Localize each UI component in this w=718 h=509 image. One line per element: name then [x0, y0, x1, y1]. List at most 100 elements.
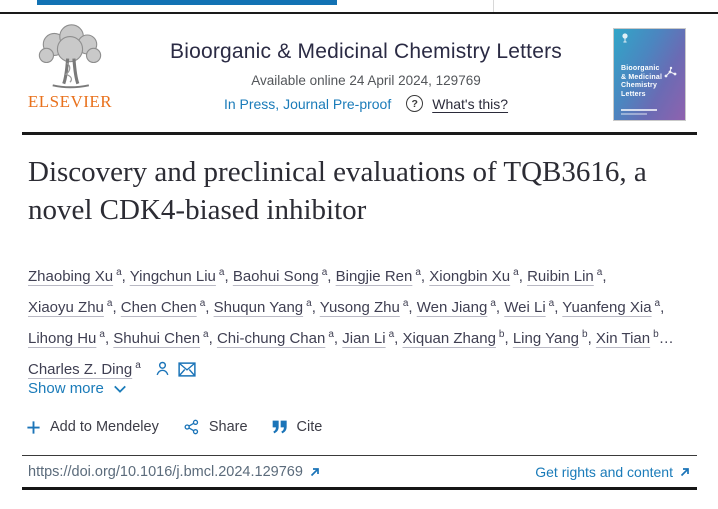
- author-link[interactable]: Shuqun Yang: [213, 299, 304, 316]
- author: Yusong Zhu a: [319, 298, 409, 316]
- author: Xiaoyu Zhu a: [28, 298, 113, 316]
- author-affiliation-sup: a: [654, 298, 661, 309]
- author: Wen Jiang a: [416, 298, 496, 316]
- author: Jian Li a: [342, 329, 395, 347]
- author-separator: ,: [602, 268, 607, 285]
- chrome-bottom-rule: [0, 12, 718, 14]
- author-affiliation-sup: a: [596, 267, 603, 278]
- whats-this-link[interactable]: What's this?: [432, 95, 509, 112]
- author: Yuanfeng Xia a: [562, 298, 661, 316]
- banner-divider: [22, 132, 697, 135]
- author-link[interactable]: Xiaoyu Zhu: [28, 299, 104, 316]
- status-row: In Press, Journal Pre-proof ? What's thi…: [122, 95, 610, 112]
- author-link[interactable]: Charles Z. Ding: [28, 361, 133, 378]
- author: Chen Chen a: [120, 298, 206, 316]
- doi-link[interactable]: https://doi.org/10.1016/j.bmcl.2024.1297…: [28, 464, 321, 480]
- author-separator: …: [658, 330, 674, 347]
- author-link[interactable]: Xin Tian: [595, 330, 651, 347]
- author-link[interactable]: Ruibin Lin: [527, 268, 594, 285]
- author: Shuhui Chen a: [113, 329, 209, 347]
- cover-title: Bioorganic & Medicinal Chemistry Letters: [621, 65, 663, 98]
- share-icon: [184, 419, 198, 435]
- journal-title-link[interactable]: Bioorganic & Medicinal Chemistry Letters: [170, 40, 562, 63]
- get-rights-label: Get rights and content: [535, 463, 673, 480]
- show-more-label: Show more: [28, 380, 104, 397]
- author-separator: ,: [554, 299, 563, 316]
- author-affiliation-sup: a: [415, 267, 421, 278]
- in-press-link[interactable]: In Press, Journal Pre-proof: [223, 95, 392, 112]
- cite-button[interactable]: Cite: [272, 419, 323, 435]
- author-affiliation-sup: a: [203, 329, 209, 340]
- author-link[interactable]: Wen Jiang: [416, 299, 488, 316]
- cite-quotes-icon: [272, 420, 287, 434]
- author-affiliation-sup: a: [199, 298, 206, 309]
- author: Baohui Song a: [232, 267, 327, 285]
- get-rights-link[interactable]: Get rights and content: [535, 464, 691, 480]
- action-bar: Add to Mendeley Share Cite: [26, 419, 322, 435]
- cover-footer-text-line: [621, 108, 657, 111]
- author-affiliation-sup: a: [402, 298, 409, 309]
- author-link[interactable]: Zhaobing Xu: [28, 268, 114, 285]
- molecule-icon: [664, 66, 677, 78]
- author-affiliation-sup: a: [218, 267, 225, 278]
- chevron-down-icon: [114, 385, 126, 393]
- author-link[interactable]: Ling Yang: [512, 330, 580, 347]
- author-link[interactable]: Lihong Hu: [28, 330, 97, 347]
- author-link[interactable]: Bingjie Ren: [335, 268, 413, 285]
- author: Xiongbin Xu a: [429, 267, 519, 285]
- author-link[interactable]: Xiongbin Xu: [429, 268, 511, 285]
- author: Yingchun Liu a: [129, 267, 225, 285]
- author-link[interactable]: Yuanfeng Xia: [562, 299, 652, 316]
- author-affiliation-sup: a: [135, 360, 141, 371]
- author-link[interactable]: Chen Chen: [120, 299, 197, 316]
- external-link-arrow-icon: [680, 467, 689, 476]
- author-link[interactable]: Baohui Song: [232, 268, 319, 285]
- author-affiliation-sup: a: [328, 329, 334, 340]
- author-affiliation-sup: b: [653, 329, 659, 340]
- availability-text: Available online 24 April 2024, 129769: [251, 73, 481, 88]
- author-separator: ,: [121, 268, 130, 285]
- author-separator: ,: [205, 299, 214, 316]
- author-link[interactable]: Yingchun Liu: [129, 268, 216, 285]
- author-link[interactable]: Jian Li: [342, 330, 386, 347]
- author-affiliation-sup: a: [306, 298, 312, 309]
- author-link[interactable]: Shuhui Chen: [113, 330, 201, 347]
- plus-icon: [27, 420, 40, 434]
- author: Shuqun Yang a: [213, 298, 312, 316]
- author-affiliation-sup: b: [498, 329, 505, 340]
- help-question-icon[interactable]: ?: [406, 95, 424, 112]
- cover-elsevier-mark-icon: [622, 33, 628, 43]
- author: Chi-chung Chan a: [216, 329, 334, 347]
- author-separator: ,: [208, 330, 217, 347]
- email-envelope-icon[interactable]: [178, 362, 196, 377]
- author-affiliation-sup: a: [513, 267, 519, 278]
- author-link[interactable]: Yusong Zhu: [319, 299, 400, 316]
- author-separator: ,: [311, 299, 320, 316]
- author-link[interactable]: Wei Li: [504, 299, 546, 316]
- add-to-mendeley-button[interactable]: Add to Mendeley: [26, 419, 159, 435]
- journal-cover-thumbnail[interactable]: Bioorganic & Medicinal Chemistry Letters: [613, 28, 686, 121]
- author-separator: ,: [408, 299, 417, 316]
- author-affiliation-sup: a: [490, 298, 496, 309]
- author-separator: ,: [333, 330, 343, 347]
- author-list: Zhaobing Xu a, Yingchun Liu a, Baohui Song…: [28, 259, 690, 383]
- elsevier-tree-icon: [38, 24, 102, 89]
- author-link[interactable]: Chi-chung Chan: [216, 330, 326, 347]
- author-affiliation-sup: b: [582, 329, 588, 340]
- author-affiliation-sup: a: [388, 329, 395, 340]
- show-more-button[interactable]: Show more: [28, 380, 127, 397]
- share-button[interactable]: Share: [183, 419, 248, 435]
- add-to-mendeley-label: Add to Mendeley: [50, 419, 159, 435]
- author-affiliation-sup: a: [106, 298, 113, 309]
- author-link[interactable]: Xiquan Zhang: [402, 330, 496, 347]
- corresponding-author-icon[interactable]: [154, 360, 171, 377]
- author: Xiquan Zhang b: [402, 329, 505, 347]
- article-title: Discovery and preclinical evaluations of…: [28, 156, 647, 226]
- cite-label: Cite: [296, 419, 323, 435]
- author-separator: ,: [660, 299, 665, 316]
- external-link-arrow-icon: [310, 467, 319, 476]
- author: Lihong Hu a: [28, 329, 105, 347]
- author-separator: ,: [420, 268, 430, 285]
- author-affiliation-sup: a: [548, 298, 555, 309]
